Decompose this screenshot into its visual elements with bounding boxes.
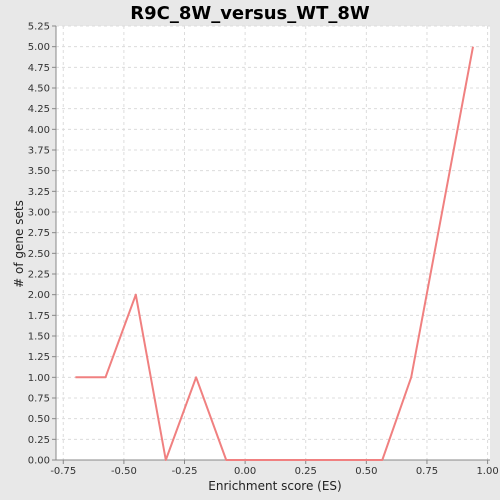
- y-tick-label: 3.00: [28, 208, 50, 219]
- y-tick-label: 2.50: [28, 249, 50, 260]
- y-tick-label: 0.00: [28, 456, 50, 467]
- x-tick-label: 0.75: [416, 466, 438, 477]
- y-tick-label: 4.25: [28, 104, 50, 115]
- y-tick-label: 1.00: [28, 373, 50, 384]
- series-line: [75, 46, 474, 461]
- y-tick-label: 1.75: [28, 311, 50, 322]
- y-tick-label: 1.25: [28, 352, 50, 363]
- series-layer: [75, 46, 474, 461]
- y-tick-label: 5.25: [28, 22, 50, 33]
- x-tick-label: -0.50: [111, 466, 137, 477]
- y-tick-label: 2.00: [28, 290, 50, 301]
- chart-title: R9C_8W_versus_WT_8W: [130, 3, 370, 24]
- y-tick-label: 2.75: [28, 228, 50, 239]
- y-tick-label: 0.75: [28, 394, 50, 405]
- x-axis-label: Enrichment score (ES): [208, 479, 341, 493]
- x-tick-label: 0.25: [295, 466, 317, 477]
- plot-area: [56, 26, 490, 460]
- y-tick-label: 3.75: [28, 146, 50, 157]
- y-tick-label: 4.50: [28, 84, 50, 95]
- y-tick-label: 4.00: [28, 125, 50, 136]
- x-tick-label: -0.25: [172, 466, 198, 477]
- y-tick-label: 4.75: [28, 63, 50, 74]
- grid-layer: [56, 25, 490, 461]
- y-tick-label: 3.50: [28, 166, 50, 177]
- x-tick-label: -0.75: [50, 466, 76, 477]
- y-tick-label: 0.50: [28, 414, 50, 425]
- y-tick-label: 2.25: [28, 270, 50, 281]
- x-tick-label: 0.50: [355, 466, 377, 477]
- y-tick-label: 5.00: [28, 42, 50, 53]
- tick-layer: 0.00 0.25 0.50 0.75 1.00 1.25 1.50 1.75 2.00 2.25…: [28, 22, 499, 478]
- y-tick-label: 3.25: [28, 187, 50, 198]
- y-tick-label: 0.25: [28, 435, 50, 446]
- x-tick-label: 1.00: [476, 466, 498, 477]
- y-tick-label: 1.50: [28, 332, 50, 343]
- y-axis-label: # of gene sets: [12, 200, 26, 288]
- x-tick-label: 0.00: [234, 466, 256, 477]
